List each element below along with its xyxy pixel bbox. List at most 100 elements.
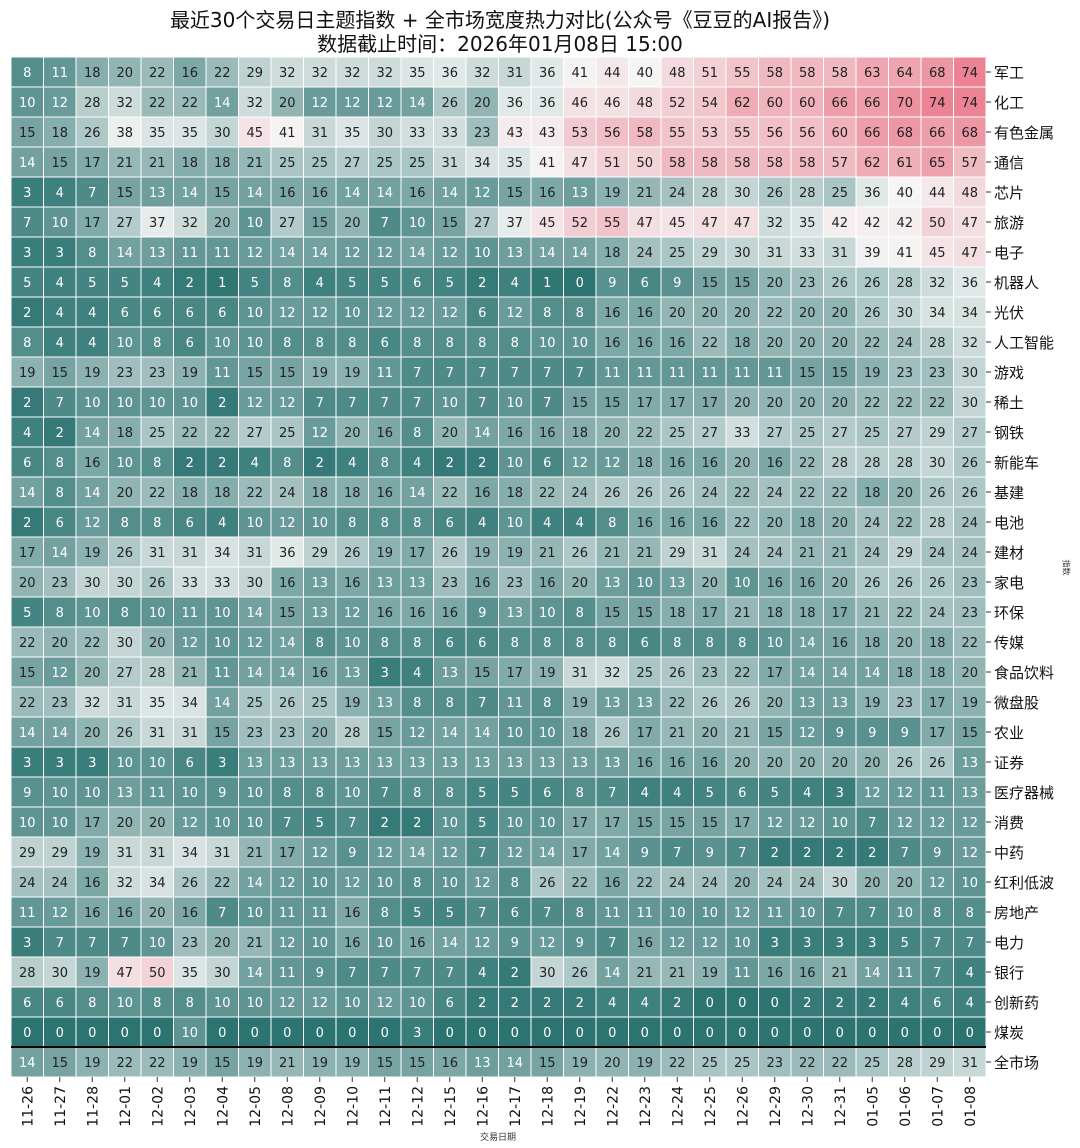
cell-value: 16 — [311, 186, 328, 201]
heatmap-cell — [758, 326, 792, 358]
heatmap-cell — [335, 296, 369, 328]
cell-value: 10 — [376, 876, 393, 891]
cell-value: 11 — [604, 366, 621, 381]
cell-value: 25 — [246, 696, 263, 711]
cell-value: 4 — [673, 786, 681, 801]
heatmap-cell — [238, 866, 272, 898]
cell-value: 20 — [19, 576, 36, 591]
heatmap-cell — [335, 896, 369, 928]
cell-value: 48 — [669, 66, 686, 81]
cell-value: 15 — [539, 1056, 556, 1071]
cell-value: 11 — [214, 366, 231, 381]
heatmap-cell — [433, 1046, 467, 1078]
heatmap-cell — [758, 716, 792, 748]
cell-value: 12 — [376, 846, 393, 861]
heatmap-cell — [75, 206, 109, 238]
cell-value: 19 — [961, 696, 978, 711]
cell-value: 21 — [116, 156, 133, 171]
heatmap-cell — [563, 716, 597, 748]
heatmap-cell — [790, 866, 824, 898]
cell-value: 7 — [478, 396, 486, 411]
cell-value: 20 — [84, 726, 101, 741]
cell-value: 13 — [311, 606, 328, 621]
heatmap-cell — [140, 656, 174, 688]
cell-value: 50 — [149, 966, 166, 981]
heatmap-cell — [140, 896, 174, 928]
cell-value: 26 — [441, 96, 458, 111]
cell-value: 10 — [506, 516, 523, 531]
cell-value: 19 — [701, 966, 718, 981]
cell-value: 4 — [641, 786, 649, 801]
heatmap-cell — [920, 236, 954, 268]
cell-value: 8 — [56, 456, 64, 471]
cell-value: 10 — [831, 816, 848, 831]
cell-value: 7 — [56, 396, 64, 411]
x-tick-label: 12-04 — [215, 1086, 231, 1127]
cell-value: 31 — [506, 66, 523, 81]
cell-value: 18 — [799, 606, 816, 621]
cell-value: 23 — [961, 606, 978, 621]
cell-value: 20 — [766, 276, 783, 291]
heatmap-cell — [888, 506, 922, 538]
cell-value: 42 — [831, 216, 848, 231]
cell-value: 10 — [246, 306, 263, 321]
heatmap-cell — [270, 776, 304, 808]
x-tick-label: 01-06 — [898, 1086, 914, 1127]
cell-value: 28 — [896, 456, 913, 471]
heatmap-cell — [400, 56, 434, 88]
cell-value: 27 — [961, 426, 978, 441]
cell-value: 12 — [799, 726, 816, 741]
cell-value: 23 — [896, 696, 913, 711]
cell-value: 33 — [734, 426, 751, 441]
cell-value: 12 — [929, 816, 946, 831]
cell-value: 54 — [701, 96, 718, 111]
cell-value: 2 — [868, 846, 876, 861]
cell-value: 16 — [539, 576, 556, 591]
cell-value: 0 — [868, 1026, 876, 1041]
cell-value: 23 — [474, 126, 491, 141]
cell-value: 14 — [864, 966, 881, 981]
cell-value: 8 — [283, 456, 291, 471]
cell-value: 42 — [896, 216, 913, 231]
cell-value: 23 — [51, 576, 68, 591]
cell-value: 21 — [636, 966, 653, 981]
cell-value: 19 — [344, 366, 361, 381]
cell-value: 5 — [901, 936, 909, 951]
cell-value: 24 — [766, 876, 783, 891]
cell-value: 25 — [831, 186, 848, 201]
cell-value: 47 — [961, 216, 978, 231]
cell-value: 10 — [441, 396, 458, 411]
heatmap-cell — [303, 896, 337, 928]
heatmap-cell — [628, 956, 662, 988]
cell-value: 14 — [799, 636, 816, 651]
cell-value: 16 — [84, 456, 101, 471]
cell-value: 34 — [181, 696, 198, 711]
cell-value: 14 — [799, 666, 816, 681]
heatmap-cell — [628, 1016, 662, 1048]
heatmap-cell — [140, 986, 174, 1018]
cell-value: 3 — [88, 756, 96, 771]
cell-value: 2 — [673, 996, 681, 1011]
cell-value: 4 — [56, 306, 64, 321]
heatmap-cell — [888, 626, 922, 658]
heatmap-cell — [790, 326, 824, 358]
y-tick-label: 食品饮料 — [994, 664, 1054, 682]
cell-value: 29 — [896, 546, 913, 561]
heatmap-cell — [693, 476, 727, 508]
cell-value: 53 — [701, 126, 718, 141]
cell-value: 6 — [738, 786, 746, 801]
heatmap-cell — [920, 746, 954, 778]
cell-value: 24 — [961, 516, 978, 531]
cell-value: 53 — [571, 126, 588, 141]
cell-value: 14 — [116, 246, 133, 261]
cell-value: 56 — [604, 126, 621, 141]
cell-value: 32 — [604, 666, 621, 681]
cell-value: 17 — [701, 606, 718, 621]
cell-value: 19 — [604, 186, 621, 201]
y-tick-label: 光伏 — [994, 304, 1024, 322]
cell-value: 30 — [51, 966, 68, 981]
cell-value: 18 — [604, 246, 621, 261]
heatmap-cell — [43, 476, 77, 508]
cell-value: 6 — [121, 306, 129, 321]
